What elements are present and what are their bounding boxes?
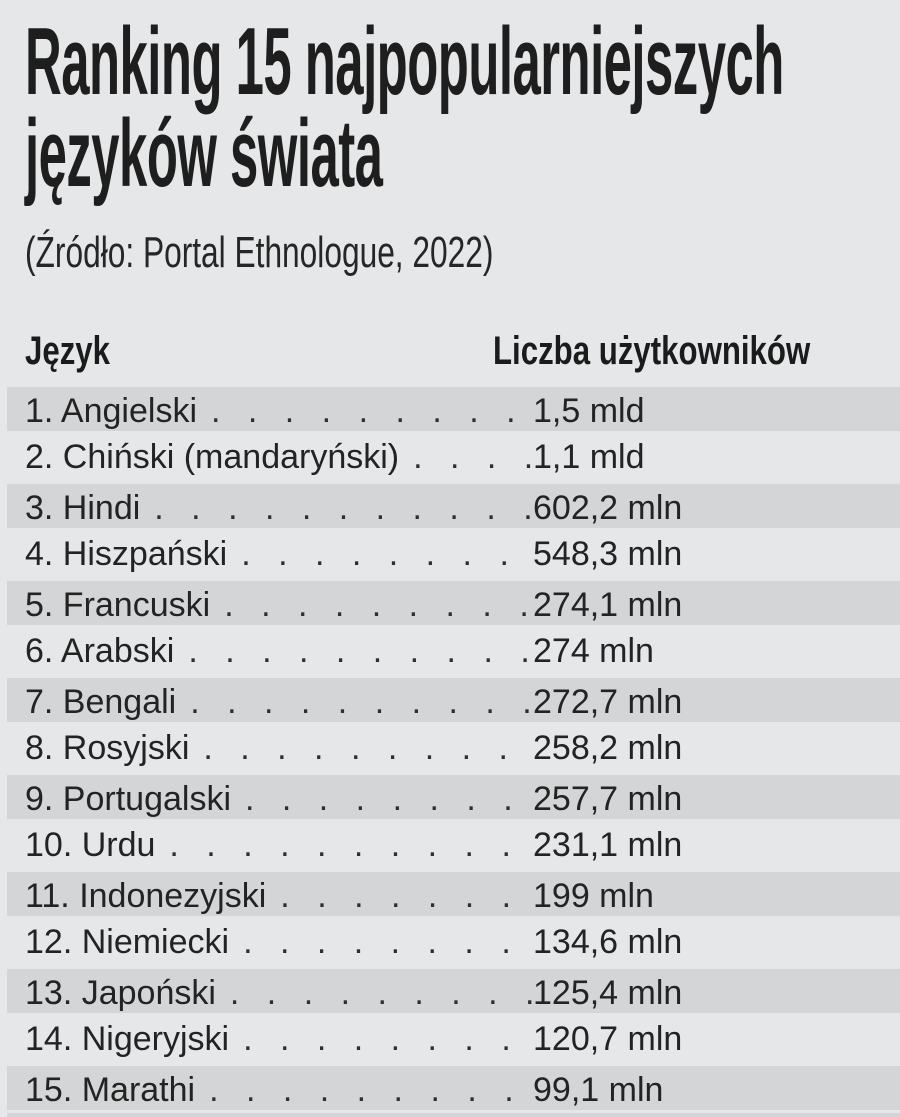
- users-value: 258,2 mln: [533, 728, 683, 767]
- table-row: 9. Portugalski . . . . . . . . . . . . . …: [7, 772, 900, 821]
- users-value: 199 mln: [533, 877, 654, 915]
- users-value: 274,1 mln: [533, 586, 683, 624]
- table-row: 12. Niemiecki . . . . . . . . . . . . . .…: [7, 918, 900, 967]
- bottom-row-band-partial: [7, 1113, 900, 1117]
- table-row: 14. Nigeryjski . . . . . . . . . . . . . …: [7, 1015, 900, 1064]
- dot-leader: . . . . . . . . . . . . . . . . . . . . …: [169, 825, 533, 864]
- table-row: 10. Urdu . . . . . . . . . . . . . . . . …: [7, 821, 900, 870]
- users-value: 548,3 mln: [533, 534, 683, 573]
- users-value: 257,7 mln: [533, 780, 683, 818]
- users-value: 125,4 mln: [533, 974, 683, 1012]
- language-label: 4. Hiszpański: [25, 534, 228, 573]
- language-label: 9. Portugalski: [25, 780, 231, 818]
- language-label: 12. Niemiecki: [25, 922, 230, 961]
- page-title: Ranking 15 najpopularniejszych języków ś…: [25, 8, 900, 207]
- dot-leader: . . . . . . . . . . . . . . . . . . . . …: [245, 780, 533, 818]
- users-value: 1,1 mld: [533, 437, 645, 476]
- column-header-users: Liczba użytkowników: [493, 329, 811, 373]
- dot-leader: . . . . . . . . . . . . . . . . . . . . …: [188, 631, 533, 670]
- users-value: 1,5 mld: [533, 392, 645, 430]
- table-row: 6. Arabski . . . . . . . . . . . . . . . …: [7, 627, 900, 676]
- language-label: 7. Bengali: [25, 683, 177, 721]
- dot-leader: . . . . . . . . . . . . . . . . . . . . …: [229, 974, 533, 1012]
- table-row: 13. Japoński . . . . . . . . . . . . . . …: [7, 966, 900, 1015]
- users-value: 120,7 mln: [533, 1019, 683, 1058]
- page-title-line1: Ranking 15 najpopularniejszych: [25, 8, 784, 115]
- language-label: 13. Japoński: [25, 974, 216, 1012]
- ranking-table: 1. Angielski . . . . . . . . . . . . . . …: [7, 384, 900, 1112]
- dot-leader: . . . . . . . . . . . . . . . . . . . . …: [190, 683, 533, 721]
- language-label: 11. Indonezyjski: [25, 877, 267, 915]
- table-row: 1. Angielski . . . . . . . . . . . . . . …: [7, 384, 900, 433]
- table-row: 4. Hiszpański . . . . . . . . . . . . . .…: [7, 530, 900, 579]
- users-value: 134,6 mln: [533, 922, 683, 961]
- dot-leader: . . . . . . . . . . . . . . . . . . . . …: [209, 1071, 533, 1109]
- language-label: 6. Arabski: [25, 631, 175, 670]
- dot-leader: . . . . . . . . . . . . . . . . . . . . …: [241, 534, 533, 573]
- dot-leader: . . . . . . . . . . . . . . . . . . . . …: [280, 877, 533, 915]
- table-row: 8. Rosyjski . . . . . . . . . . . . . . .…: [7, 724, 900, 773]
- language-label: 15. Marathi: [25, 1071, 196, 1109]
- table-row: 7. Bengali . . . . . . . . . . . . . . . …: [7, 675, 900, 724]
- source-note: (Źródło: Portal Ethnologue, 2022): [25, 228, 494, 277]
- users-value: 99,1 mln: [533, 1071, 664, 1109]
- dot-leader: . . . . . . . . . . . . . . . . . . . . …: [243, 1019, 533, 1058]
- table-row: 5. Francuski . . . . . . . . . . . . . . …: [7, 578, 900, 627]
- dot-leader: . . . . . . . . . . . . . . . . . . . . …: [203, 728, 533, 767]
- users-value: 272,7 mln: [533, 683, 683, 721]
- language-label: 8. Rosyjski: [25, 728, 190, 767]
- dot-leader: . . . . . . . . . . . . . . . . . . . . …: [243, 922, 533, 961]
- users-value: 602,2 mln: [533, 489, 683, 527]
- dot-leader: . . . . . . . . . . . . . . . . . . . . …: [154, 489, 533, 527]
- language-label: 14. Nigeryjski: [25, 1019, 230, 1058]
- users-value: 231,1 mln: [533, 825, 683, 864]
- column-header-language: Język: [25, 329, 111, 373]
- table-row: 11. Indonezyjski . . . . . . . . . . . . …: [7, 869, 900, 918]
- page-title-line2: języków świata: [25, 100, 383, 207]
- language-label: 1. Angielski: [25, 392, 197, 430]
- dot-leader: . . . . . . . . . . . . . . . . . . . . …: [211, 392, 533, 430]
- dot-leader: . . . . . . . . . . . . . . . . . . . . …: [224, 586, 533, 624]
- language-label: 2. Chiński (mandaryński): [25, 437, 400, 476]
- table-row: 15. Marathi . . . . . . . . . . . . . . .…: [7, 1063, 900, 1112]
- table-row: 2. Chiński (mandaryński) . . . . . . . . …: [7, 433, 900, 482]
- dot-leader: . . . . . . . . . . . . . . . . . . . . …: [413, 437, 533, 476]
- language-label: 5. Francuski: [25, 586, 211, 624]
- users-value: 274 mln: [533, 631, 654, 670]
- table-row: 3. Hindi . . . . . . . . . . . . . . . . …: [7, 481, 900, 530]
- language-label: 3. Hindi: [25, 489, 141, 527]
- table-header: Język Liczba użytkowników: [25, 328, 900, 374]
- language-label: 10. Urdu: [25, 825, 156, 864]
